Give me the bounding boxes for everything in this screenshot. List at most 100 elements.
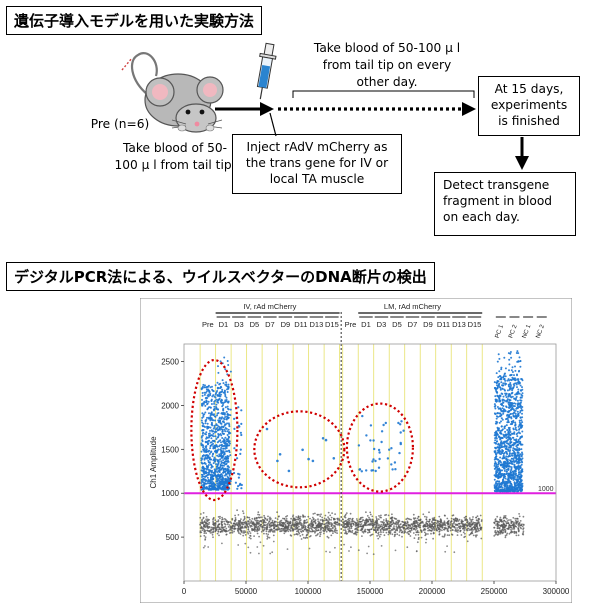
negative-droplet (477, 518, 480, 521)
negative-droplet (478, 529, 480, 532)
positive-droplet (494, 461, 497, 463)
positive-droplet (217, 467, 220, 470)
positive-droplet (276, 459, 279, 463)
positive-droplet (505, 470, 508, 473)
positive-droplet (210, 476, 212, 478)
negative-droplet (257, 516, 260, 519)
positive-droplet (206, 482, 209, 485)
positive-droplet (219, 454, 222, 457)
negative-droplet (473, 523, 476, 526)
positive-droplet (223, 356, 226, 359)
positive-droplet (510, 468, 513, 471)
negative-droplet (365, 524, 368, 527)
negative-droplet (247, 532, 250, 535)
positive-droplet (210, 443, 213, 446)
negative-droplet (223, 518, 226, 520)
positive-droplet (499, 375, 502, 378)
arrow-down-head (515, 156, 529, 170)
negative-droplet (336, 532, 338, 534)
positive-droplet (218, 383, 221, 386)
positive-droplet (500, 440, 503, 443)
positive-droplet (220, 393, 222, 396)
positive-droplet (201, 416, 204, 419)
positive-droplet (519, 401, 522, 404)
negative-droplet (352, 524, 355, 526)
positive-droplet (225, 396, 228, 399)
negative-droplet (237, 525, 240, 528)
negative-droplet (407, 518, 410, 520)
positive-droplet (210, 412, 212, 415)
negative-droplet (388, 524, 391, 526)
negative-droplet (325, 550, 327, 553)
positive-droplet (514, 365, 516, 368)
positive-droplet (213, 405, 216, 408)
negative-droplet (387, 520, 390, 523)
positive-droplet (496, 412, 499, 415)
negative-droplet (397, 523, 399, 526)
positive-droplet (519, 458, 522, 461)
positive-droplet (502, 395, 505, 398)
negative-droplet (391, 533, 394, 536)
negative-droplet (322, 519, 324, 521)
negative-droplet (504, 515, 507, 517)
negative-droplet (521, 525, 524, 528)
negative-droplet (284, 519, 287, 522)
negative-droplet (334, 531, 337, 534)
positive-droplet (497, 433, 499, 436)
positive-droplet (207, 393, 210, 396)
positive-droplet (202, 429, 205, 431)
positive-droplet (240, 433, 243, 437)
positive-droplet (287, 469, 291, 473)
positive-droplet (209, 447, 212, 450)
positive-droplet (201, 473, 204, 476)
negative-droplet (499, 530, 502, 533)
positive-droplet (215, 424, 218, 427)
positive-droplet (213, 471, 216, 474)
negative-droplet (260, 530, 263, 533)
negative-droplet (323, 517, 326, 520)
negative-droplet (207, 519, 209, 522)
positive-droplet (233, 447, 236, 450)
positive-droplet (508, 428, 511, 431)
negative-droplet (314, 531, 316, 534)
positive-droplet (229, 442, 231, 445)
negative-droplet (214, 519, 217, 521)
negative-droplet (212, 518, 214, 521)
negative-droplet (203, 532, 206, 534)
positive-droplet (210, 421, 213, 424)
positive-droplet (509, 485, 512, 488)
positive-droplet (519, 471, 522, 474)
positive-droplet (220, 483, 223, 486)
negative-droplet (268, 518, 271, 520)
negative-droplet (305, 519, 308, 521)
negative-droplet (209, 532, 212, 534)
positive-droplet (215, 438, 218, 440)
positive-droplet (215, 403, 218, 406)
positive-droplet (497, 415, 499, 418)
method-title: 遺伝子導入モデルを用いた実験方法 (6, 6, 263, 35)
positive-droplet (200, 450, 203, 453)
well-label-left: D13 (309, 320, 323, 329)
positive-droplet (215, 391, 218, 394)
positive-droplet (228, 451, 231, 454)
detect-line3: on each day. (443, 210, 520, 225)
negative-droplet (294, 521, 297, 524)
negative-droplet (238, 520, 241, 523)
positive-droplet (516, 475, 519, 477)
positive-droplet (203, 457, 206, 460)
negative-droplet (345, 512, 348, 514)
negative-droplet (471, 532, 474, 535)
negative-droplet (444, 533, 446, 536)
negative-droplet (440, 525, 443, 527)
positive-droplet (494, 439, 497, 442)
negative-droplet (205, 515, 208, 518)
positive-droplet (515, 454, 518, 457)
negative-droplet (437, 521, 439, 524)
positive-droplet (508, 369, 510, 372)
positive-droplet (219, 387, 222, 390)
negative-droplet (290, 517, 292, 520)
negative-droplet (502, 527, 504, 529)
well-label-left: D9 (281, 320, 291, 329)
positive-droplet (209, 479, 212, 482)
positive-droplet (394, 468, 397, 471)
